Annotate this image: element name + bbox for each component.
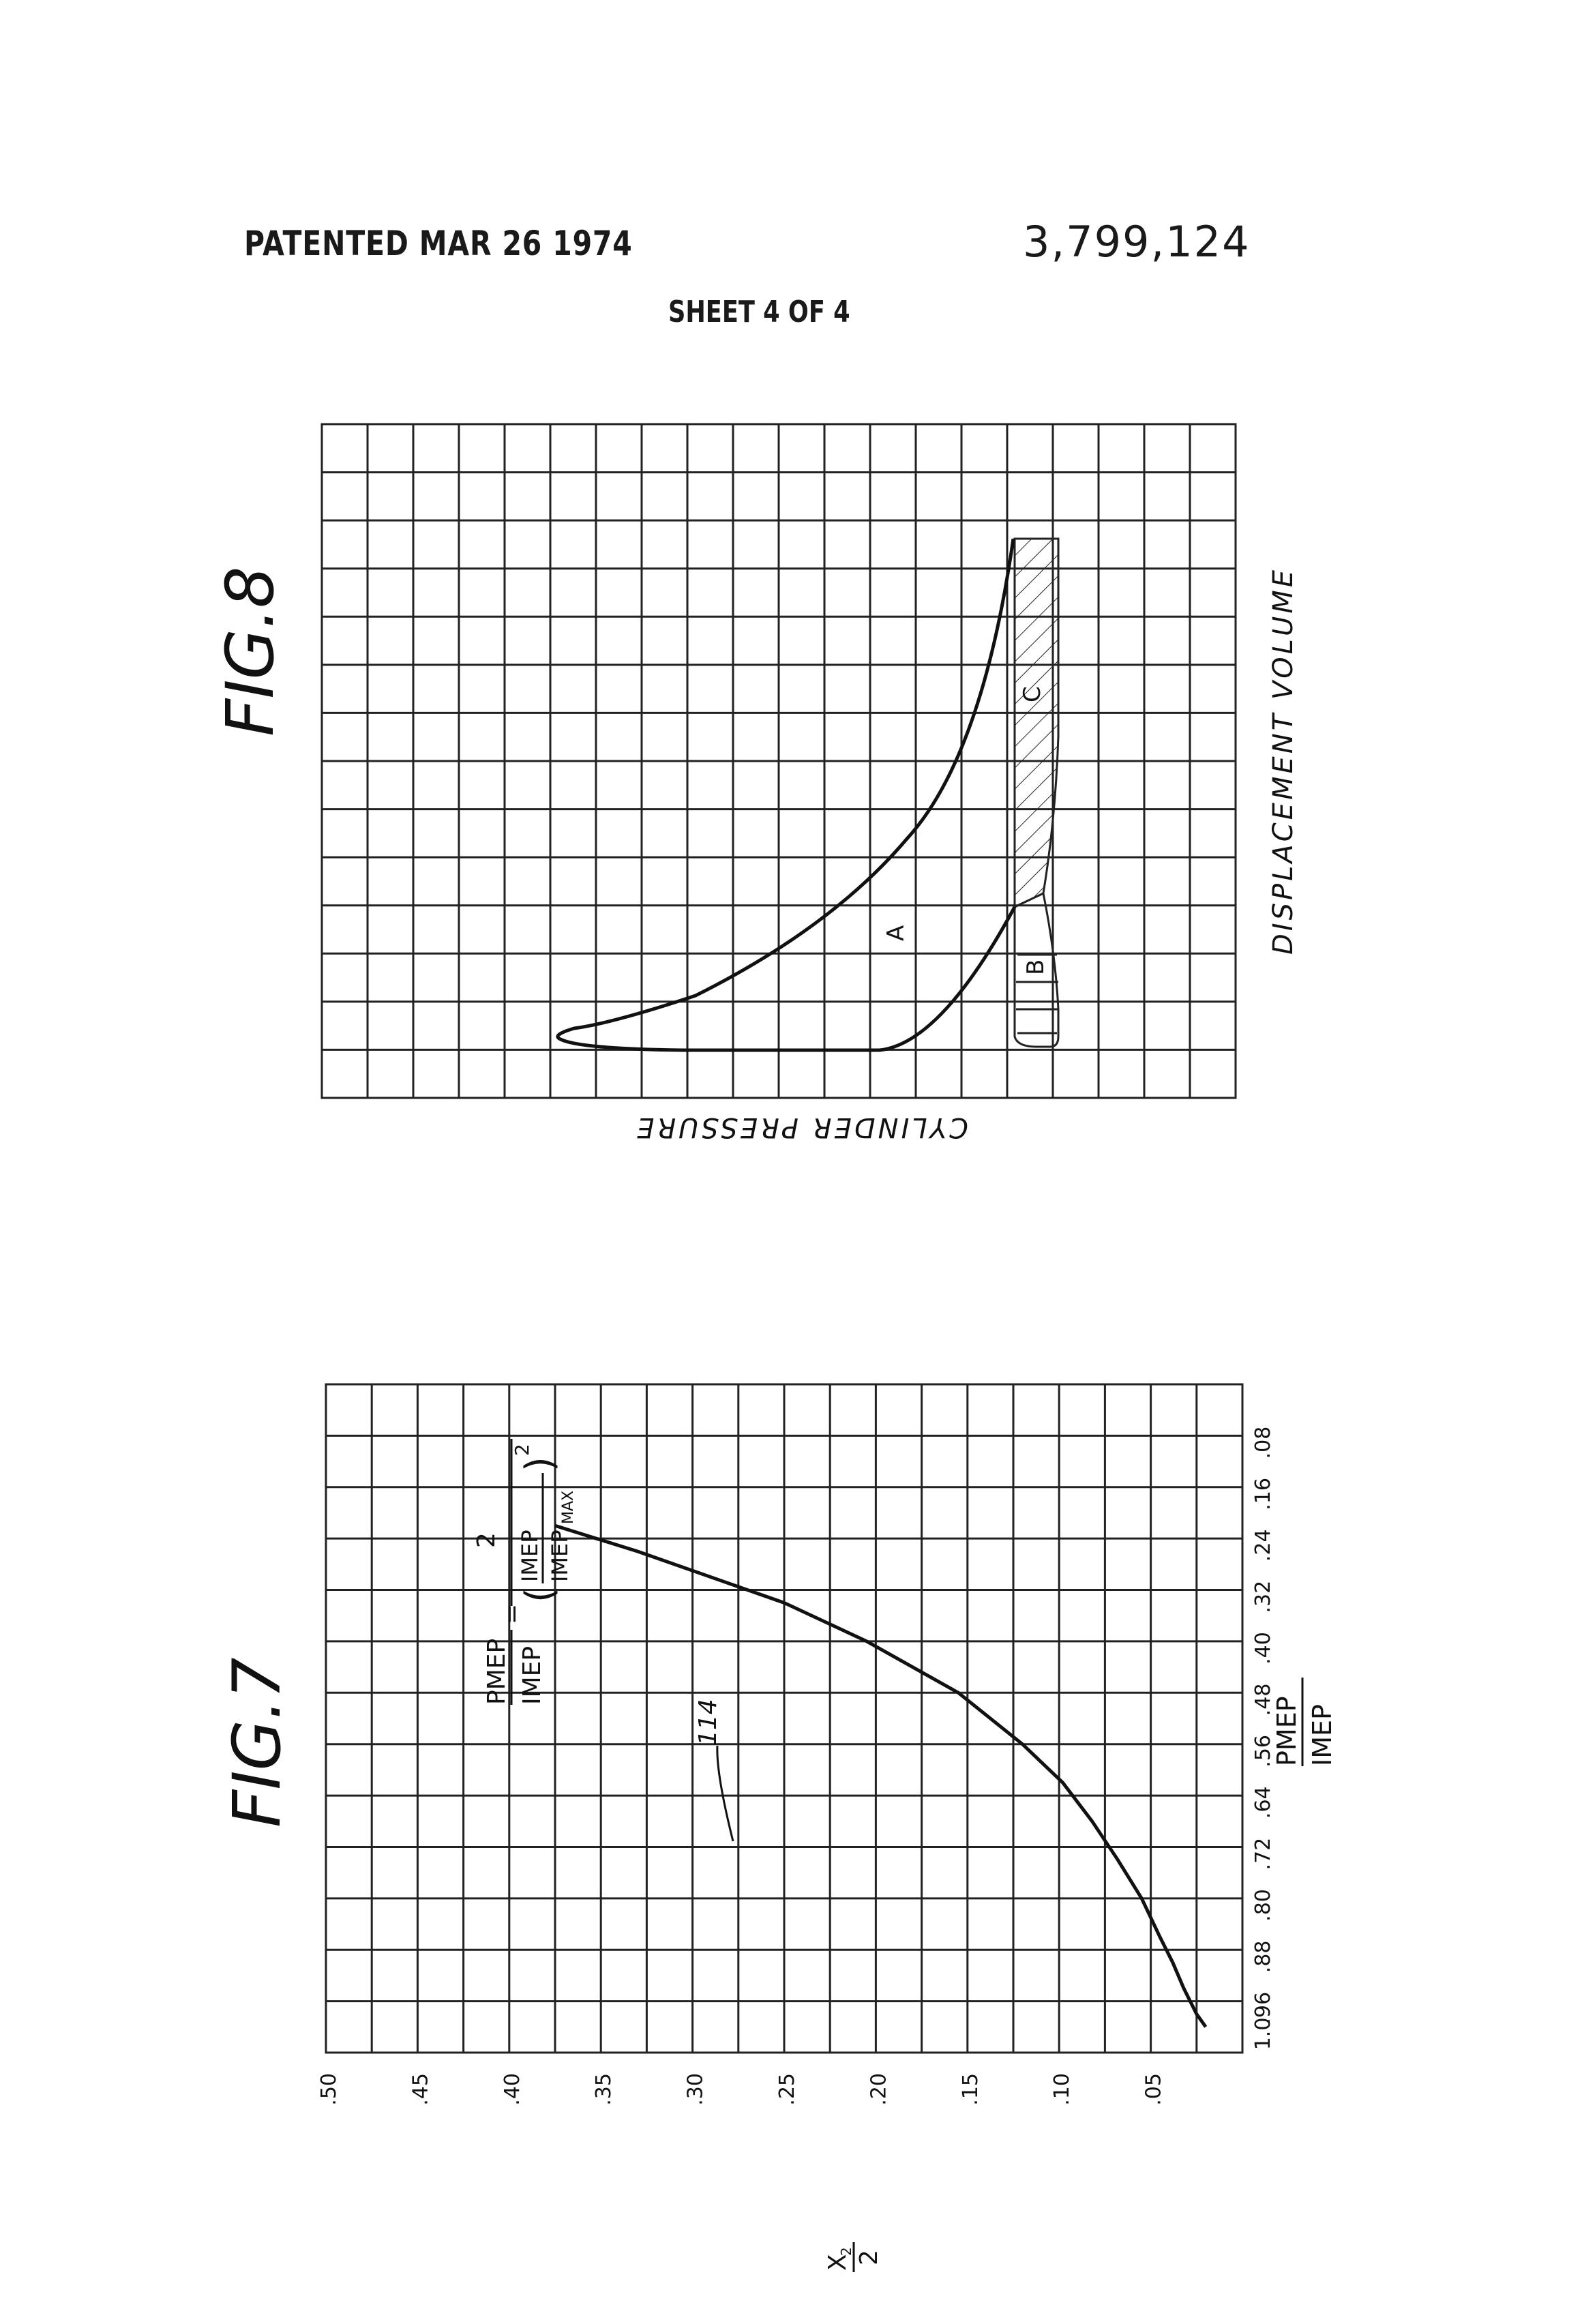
fig7-y-tick-label: .30 [684,2073,708,2106]
formula-rhs-num: 2 [473,1532,501,1548]
fig7-x-tick-label: .88 [1251,1941,1275,1973]
fig7-x-tick-label: .08 [1251,1427,1275,1459]
fig7-ylabel-den: 2 [855,2250,883,2265]
fig7-x-tick-label: .64 [1251,1786,1275,1819]
fig7-y-tick-label: .40 [501,2073,524,2106]
fig7-xlabel-den: IMEP [1307,1704,1337,1766]
fig7-y-tick-label: .35 [592,2073,616,2106]
fig8-region-c [1015,539,1058,907]
fig7-x-tick-label: .72 [1251,1838,1275,1871]
fig7-y-tick-label: .45 [408,2073,432,2106]
fig7-y-tick-label: .50 [317,2073,341,2106]
formula-inner-den: IMEP [547,1530,573,1582]
fig7-xlabel: PMEP IMEP [1272,1678,1337,1766]
fig8-title: FIG.8 [212,566,288,736]
fig7-ylabel-sub: 2 [838,2247,854,2256]
fig7-y-tick-label: .15 [959,2073,983,2106]
formula-inner-num: IMEP [517,1530,543,1582]
fig8-grid [322,424,1236,1098]
fig8-curve-a [558,539,1015,1050]
fig8-label-c: C [1019,686,1046,702]
formula-paren-open: ( [518,1588,562,1603]
fig7-title: FIG.7 [219,1657,295,1828]
fig7-x-tick-label: 1.0 [1251,2018,1275,2051]
fig7-y-tick-label: .10 [1050,2073,1074,2106]
formula-exponent: 2 [511,1444,533,1456]
fig7-series-114 [555,1525,1206,2027]
fig8-label-a: A [882,925,910,941]
fig7-x-tick-label: .40 [1251,1632,1275,1665]
fig7-ylabel-num: X [824,2254,852,2271]
fig8-xlabel: DISPLACEMENT VOLUME [1268,567,1299,955]
fig7-xlabel-num: PMEP [1272,1696,1302,1766]
fig7-curve-leader [717,1746,733,1841]
fig7-x-tick-label: .32 [1251,1581,1275,1613]
formula-lhs-den: IMEP [518,1646,546,1705]
fig7-x-tick-label: .16 [1251,1478,1275,1510]
formula-inner-sub: MAX [560,1491,577,1524]
fig8-label-b: B [1022,959,1049,975]
fig7-grid [326,1384,1242,2053]
fig7-x-tick-label: .80 [1251,1889,1275,1922]
fig7-y-tick-label: .20 [867,2073,891,2106]
fig7-x-tick-label: .24 [1251,1529,1275,1562]
fig7-y-tick-label: .05 [1142,2073,1166,2106]
formula-equals: = [498,1604,526,1624]
formula-lhs-num: PMEP [483,1639,511,1705]
fig7-ylabel: X 2 2 [824,2242,883,2272]
fig7-y-ticks: .50 .45 .40 .35 .30 .25 .20 .15 .10 .05 [317,2073,1166,2106]
fig8-diagram: FIG.8 A B C DISPLACEMENT VOLUME CYLINDER… [212,424,1299,1143]
fig7-formula: PMEP IMEP = 2 ( IMEP IMEP MAX ) 2 [473,1439,577,1705]
fig8-ylabel: CYLINDER PRESSURE [634,1112,968,1143]
fig7-curve-label: 114 [694,1699,722,1746]
fig7-chart: FIG.7 .08.16.24.32.40.48.56.64.72.80.88.… [219,1384,1337,2272]
fig7-y-tick-label: .25 [775,2073,799,2106]
formula-paren-close: ) [518,1457,562,1472]
